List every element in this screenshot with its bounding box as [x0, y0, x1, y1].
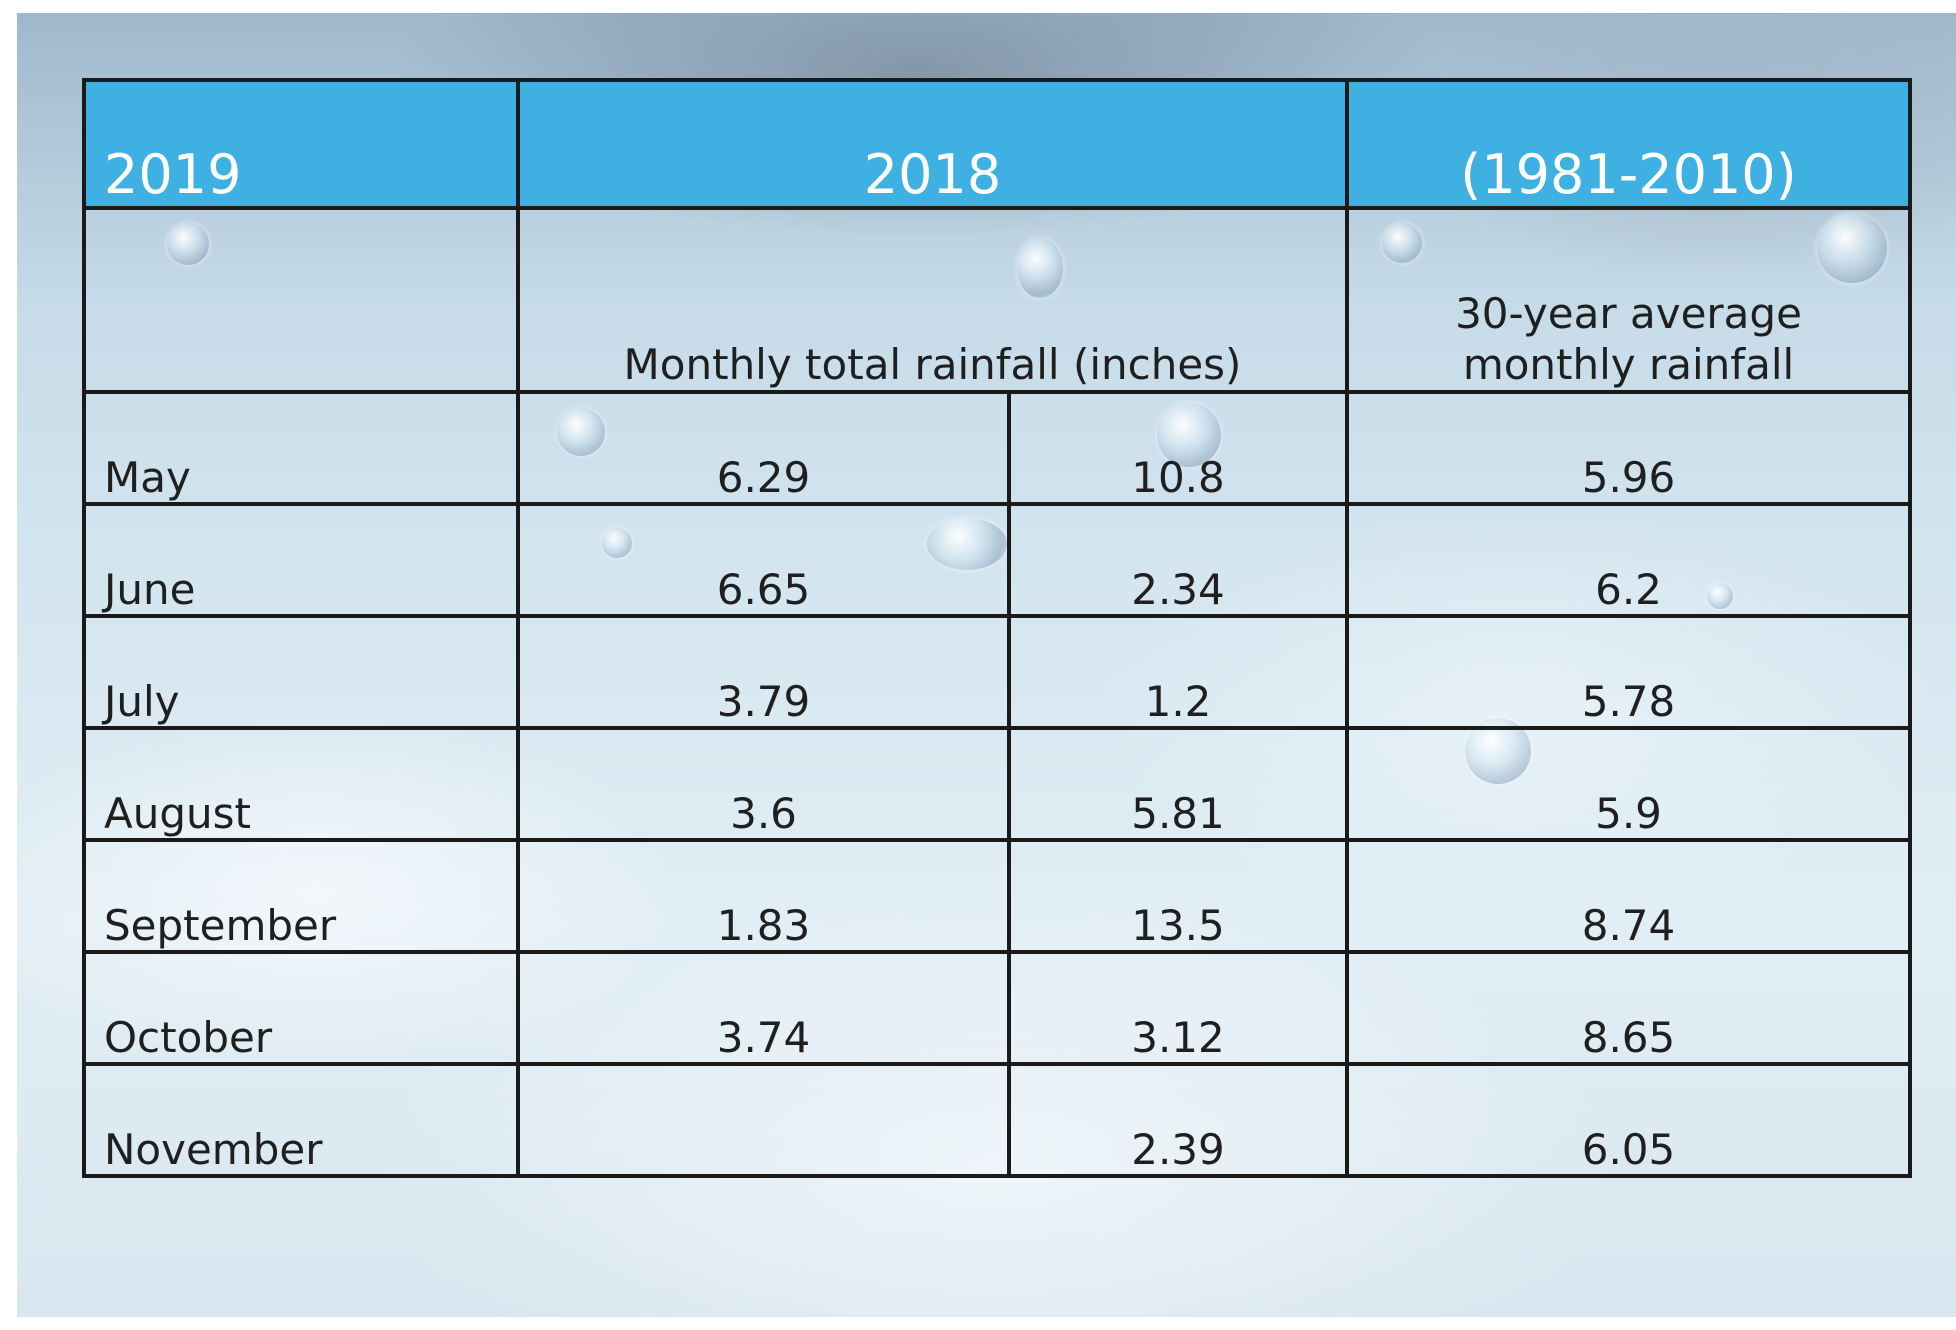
subheader-row: Monthly total rainfall (inches) 30-year … [82, 206, 1912, 394]
rainfall-2019-cell: 1.83 [516, 838, 1011, 954]
month-cell: July [82, 614, 520, 730]
header-period-1981-2010: (1981-2010) [1345, 78, 1912, 210]
table-row: May 6.29 10.8 5.96 [82, 390, 1912, 506]
month-cell: September [82, 838, 520, 954]
rainfall-2018-cell: 3.12 [1007, 950, 1349, 1066]
average-rainfall-cell: 6.2 [1345, 502, 1912, 618]
rainfall-2018-cell: 2.34 [1007, 502, 1349, 618]
subheader-30yr-line1: 30-year average [1455, 289, 1802, 339]
average-rainfall-cell: 5.78 [1345, 614, 1912, 730]
rainfall-2018-cell: 2.39 [1007, 1062, 1349, 1178]
average-rainfall-cell: 6.05 [1345, 1062, 1912, 1178]
table-row: November 2.39 6.05 [82, 1062, 1912, 1178]
rainfall-2018-cell: 10.8 [1007, 390, 1349, 506]
rainfall-table: 2019 2018 (1981-2010) Monthly total rain… [82, 78, 1912, 1178]
subheader-30yr-line2: monthly rainfall [1462, 339, 1795, 389]
average-rainfall-cell: 5.9 [1345, 726, 1912, 842]
average-rainfall-cell: 5.96 [1345, 390, 1912, 506]
table-row: July 3.79 1.2 5.78 [82, 614, 1912, 730]
rainfall-2019-cell: 3.74 [516, 950, 1011, 1066]
table-row: September 1.83 13.5 8.74 [82, 838, 1912, 954]
month-cell: August [82, 726, 520, 842]
month-cell: November [82, 1062, 520, 1178]
subheader-empty-cell [82, 206, 520, 394]
month-cell: May [82, 390, 520, 506]
average-rainfall-cell: 8.65 [1345, 950, 1912, 1066]
header-year-2019: 2019 [82, 78, 520, 210]
header-row: 2019 2018 (1981-2010) [82, 78, 1912, 210]
rainfall-table-container: 2019 2018 (1981-2010) Monthly total rain… [82, 78, 1912, 1178]
average-rainfall-cell: 8.74 [1345, 838, 1912, 954]
rainfall-2018-cell: 5.81 [1007, 726, 1349, 842]
month-cell: June [82, 502, 520, 618]
month-cell: October [82, 950, 520, 1066]
rainfall-2018-cell: 1.2 [1007, 614, 1349, 730]
table-body: May 6.29 10.8 5.96 June 6.65 2.34 6.2 July 3.79 1.… [82, 390, 1912, 1178]
rainfall-2019-cell: 3.79 [516, 614, 1011, 730]
subheader-monthly-total: Monthly total rainfall (inches) [516, 206, 1349, 394]
table-row: October 3.74 3.12 8.65 [82, 950, 1912, 1066]
rainfall-2018-cell: 13.5 [1007, 838, 1349, 954]
rainfall-2019-cell: 6.65 [516, 502, 1011, 618]
subheader-30yr-average: 30-year average monthly rainfall [1345, 206, 1912, 394]
rainfall-2019-cell: 3.6 [516, 726, 1011, 842]
header-year-2018: 2018 [516, 78, 1349, 210]
rainfall-2019-cell: 6.29 [516, 390, 1011, 506]
table-row: June 6.65 2.34 6.2 [82, 502, 1912, 618]
rainfall-2019-cell [516, 1062, 1011, 1178]
table-row: August 3.6 5.81 5.9 [82, 726, 1912, 842]
